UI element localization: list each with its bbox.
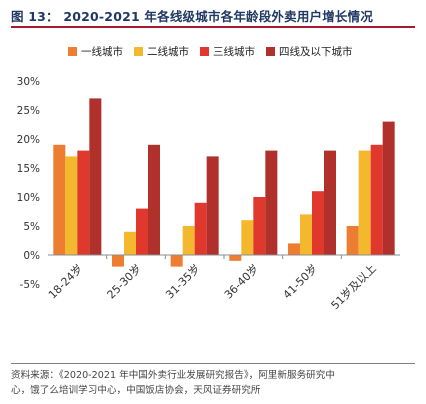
legend-label-tier2: 二线城市 [147,46,189,58]
legend-swatch-tier4 [266,47,275,56]
bar-4-4 [265,150,278,255]
legend-label-tier4: 四线及以下城市 [279,46,353,58]
source-line-2: 心，饿了么培训学习中心，中国饭店协会，天风证券研究所 [11,385,261,396]
legend-item-tier1: 一线城市 [68,44,123,59]
bar-4-6 [382,121,395,255]
y-tick-label: 20% [17,134,40,146]
legend-item-tier2: 二线城市 [134,44,189,59]
y-tick-label: 5% [23,221,40,233]
bar-2-5 [300,214,312,255]
x-tick-label: 31-35岁 [163,261,203,301]
figure-title: 图 13： 2020-2021 年各线级城市各年龄段外卖用户增长情况 [11,6,373,25]
bar-2-2 [124,231,136,255]
x-tick-label: 36-40岁 [221,261,261,301]
bar-2-1 [65,156,78,255]
bar-4-5 [324,150,336,255]
bar-1-2 [112,255,124,267]
source-note: 资料来源：《2020-2021 年中国外卖行业发展研究报告》，阿里新服务研究中 … [11,368,415,398]
title-divider [11,26,415,28]
legend-swatch-tier3 [200,47,209,56]
chart-legend: 一线城市 二线城市 三线城市 四线及以下城市 [68,44,364,59]
bar-chart: 30% 25% 20% 15% 10% 5% 0% -5% 18-24岁 25-30岁 31-35岁… [17,76,400,312]
bar-3-1 [77,150,90,255]
bar-1-6 [346,226,359,255]
bar-1-4 [229,255,242,261]
bar-2-3 [182,226,195,255]
figure-label: 图 13： [11,9,59,24]
x-tick-label: 41-50岁 [280,261,320,301]
source-line-1: 资料来源：《2020-2021 年中国外卖行业发展研究报告》，阿里新服务研究中 [11,370,335,381]
bar-4-1 [89,98,102,256]
bar-4-2 [148,144,160,255]
bar-3-4 [253,197,266,255]
y-tick-label: -5% [20,279,40,291]
legend-item-tier4: 四线及以下城市 [266,44,353,59]
y-tick-label: 0% [23,250,40,262]
bar-3-5 [312,191,324,255]
y-tick-label: 30% [17,76,40,88]
legend-swatch-tier1 [68,47,77,56]
x-tick-label: 51岁及以上 [328,261,379,312]
legend-label-tier3: 三线城市 [213,46,255,58]
legend-label-tier1: 一线城市 [81,46,123,58]
y-tick-label: 25% [17,105,40,117]
bar-3-6 [370,144,383,255]
bar-4-3 [206,156,219,255]
bar-2-4 [241,220,254,255]
bar-3-3 [194,202,207,255]
bar-1-1 [53,144,66,255]
bar-1-5 [288,243,300,255]
y-tick-label: 15% [17,163,40,175]
x-tick-label: 25-30岁 [104,261,144,301]
x-tick-label: 18-24岁 [45,261,85,301]
bar-1-3 [170,255,183,267]
bar-2-6 [358,150,371,255]
y-tick-label: 10% [17,192,40,204]
legend-item-tier3: 三线城市 [200,44,255,59]
source-divider [11,363,415,364]
legend-swatch-tier2 [134,47,143,56]
bar-3-2 [136,208,148,255]
figure-title-text: 2020-2021 年各线级城市各年龄段外卖用户增长情况 [63,9,374,24]
